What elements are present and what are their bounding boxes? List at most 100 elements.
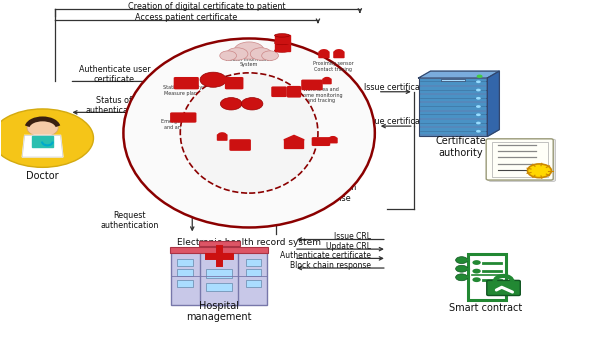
FancyBboxPatch shape [245, 280, 261, 287]
Text: Statistical analysis
Measure planning: Statistical analysis Measure planning [163, 85, 209, 96]
FancyBboxPatch shape [467, 254, 506, 300]
Circle shape [262, 51, 278, 60]
Circle shape [226, 48, 248, 60]
Text: Proximity sensor
Contact tracing: Proximity sensor Contact tracing [313, 61, 353, 72]
FancyBboxPatch shape [177, 269, 193, 276]
Text: Block chain
response: Block chain response [310, 184, 356, 203]
Ellipse shape [275, 41, 290, 45]
Text: Creation of digital certificate to patient: Creation of digital certificate to patie… [128, 2, 286, 11]
Circle shape [472, 269, 481, 274]
FancyBboxPatch shape [420, 120, 486, 126]
Ellipse shape [124, 39, 375, 227]
FancyBboxPatch shape [420, 128, 486, 134]
Circle shape [0, 109, 94, 167]
Polygon shape [32, 136, 53, 147]
Text: Oxygen
saturation: Oxygen saturation [239, 105, 265, 116]
FancyBboxPatch shape [420, 87, 486, 93]
FancyBboxPatch shape [206, 283, 232, 292]
FancyBboxPatch shape [217, 134, 227, 141]
Ellipse shape [275, 49, 290, 52]
Polygon shape [275, 36, 290, 43]
FancyBboxPatch shape [311, 137, 330, 146]
FancyBboxPatch shape [419, 78, 487, 136]
Circle shape [476, 75, 482, 78]
Text: Authenticate certificate: Authenticate certificate [280, 251, 371, 260]
Text: Temperature: Temperature [233, 76, 265, 80]
Circle shape [476, 80, 481, 83]
Text: Authenticate user
certificate: Authenticate user certificate [79, 65, 150, 84]
FancyBboxPatch shape [245, 269, 261, 276]
FancyBboxPatch shape [199, 241, 239, 246]
FancyBboxPatch shape [487, 280, 520, 296]
FancyBboxPatch shape [301, 80, 323, 90]
Circle shape [250, 48, 272, 60]
Text: Heart rate
monitoring: Heart rate monitoring [218, 105, 245, 116]
FancyBboxPatch shape [333, 51, 344, 58]
FancyBboxPatch shape [225, 77, 244, 89]
Circle shape [323, 77, 331, 81]
Text: Emergency rooms
and ambulance: Emergency rooms and ambulance [161, 119, 206, 130]
Circle shape [476, 89, 481, 91]
FancyBboxPatch shape [229, 139, 251, 151]
FancyBboxPatch shape [322, 78, 332, 84]
Circle shape [220, 98, 242, 110]
Text: Nursing home
and hospital: Nursing home and hospital [214, 147, 248, 158]
Circle shape [472, 277, 481, 282]
Circle shape [200, 72, 226, 87]
Circle shape [455, 265, 467, 272]
Text: Central
Health Information
System: Central Health Information System [226, 51, 272, 67]
Ellipse shape [275, 34, 290, 37]
Text: Access patient certificate: Access patient certificate [135, 13, 238, 22]
Text: Issue certificate: Issue certificate [364, 117, 428, 126]
Text: Hospital
management: Hospital management [187, 301, 252, 323]
Circle shape [527, 164, 551, 178]
FancyBboxPatch shape [420, 112, 486, 118]
FancyBboxPatch shape [328, 138, 338, 144]
Polygon shape [275, 43, 290, 50]
FancyBboxPatch shape [177, 280, 193, 287]
FancyBboxPatch shape [420, 104, 486, 110]
Text: Electronic health record system: Electronic health record system [177, 238, 321, 247]
FancyBboxPatch shape [420, 79, 486, 85]
Circle shape [220, 51, 236, 60]
Circle shape [234, 42, 264, 59]
FancyBboxPatch shape [488, 139, 556, 181]
FancyBboxPatch shape [271, 87, 287, 97]
FancyBboxPatch shape [177, 259, 193, 266]
Circle shape [472, 260, 481, 265]
Circle shape [319, 49, 329, 55]
Text: Certificate
authority: Certificate authority [435, 136, 486, 158]
FancyBboxPatch shape [206, 269, 232, 278]
Text: Doctor: Doctor [26, 171, 59, 181]
FancyBboxPatch shape [287, 86, 301, 98]
Text: Smart wearable
and mobile: Smart wearable and mobile [262, 93, 302, 104]
Circle shape [476, 130, 481, 132]
Text: Request
authentication: Request authentication [100, 211, 158, 230]
Polygon shape [487, 71, 499, 136]
FancyBboxPatch shape [171, 252, 267, 305]
Text: Update CRL: Update CRL [326, 242, 371, 251]
Text: Issue certificate: Issue certificate [364, 83, 428, 92]
Circle shape [329, 136, 337, 140]
Polygon shape [22, 135, 63, 157]
Circle shape [476, 114, 481, 116]
FancyBboxPatch shape [318, 51, 329, 58]
Text: Issue CRL: Issue CRL [334, 232, 371, 241]
FancyBboxPatch shape [200, 245, 238, 305]
Ellipse shape [180, 73, 318, 193]
Circle shape [476, 105, 481, 108]
FancyBboxPatch shape [440, 79, 464, 81]
Text: Work area and
home monitoring
and tracing: Work area and home monitoring and tracin… [299, 87, 342, 104]
FancyBboxPatch shape [245, 259, 261, 266]
Circle shape [455, 257, 467, 264]
FancyBboxPatch shape [420, 95, 486, 101]
Text: Block chain response: Block chain response [290, 261, 371, 270]
Polygon shape [419, 71, 499, 78]
Text: Status of
authentication: Status of authentication [85, 96, 143, 115]
FancyBboxPatch shape [284, 139, 304, 149]
Circle shape [476, 97, 481, 100]
FancyBboxPatch shape [486, 139, 553, 180]
Circle shape [218, 132, 227, 138]
Circle shape [241, 98, 263, 110]
FancyBboxPatch shape [170, 247, 268, 253]
